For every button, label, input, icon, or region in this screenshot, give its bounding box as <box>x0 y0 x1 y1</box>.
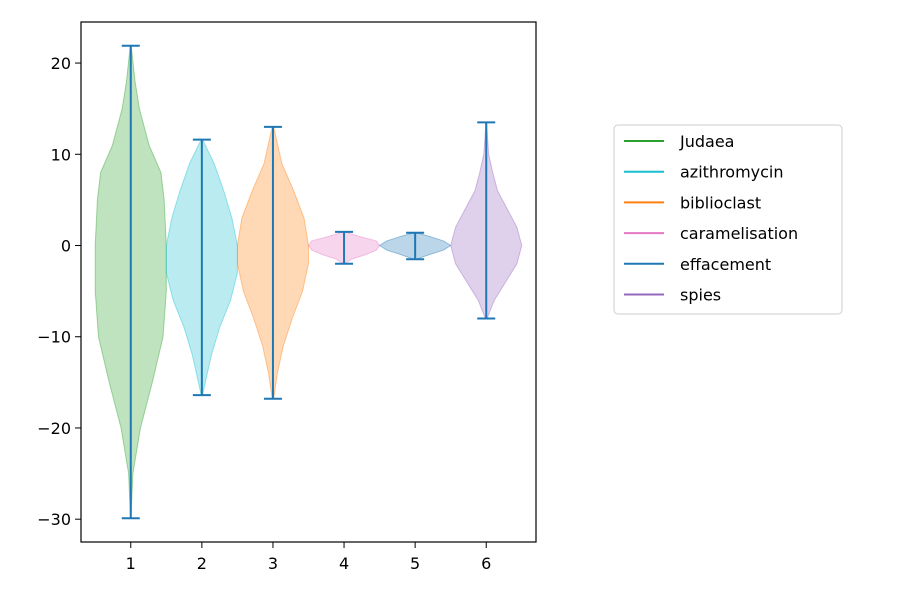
y-tick-label: 20 <box>51 54 71 73</box>
legend-label-4: caramelisation <box>680 224 798 243</box>
legend-label-6: spies <box>680 286 721 305</box>
legend-label-3: biblioclast <box>680 193 761 212</box>
y-tick-label: −10 <box>37 328 71 347</box>
x-tick-label: 1 <box>126 554 136 573</box>
legend-box <box>613 124 843 315</box>
legend: Judaea azithromycin biblioclast caramelisat… <box>613 124 843 315</box>
y-tick-label: 0 <box>61 237 71 256</box>
x-tick-label: 5 <box>410 554 420 573</box>
plot-frame <box>80 21 537 543</box>
extrema-bars-layer <box>121 44 496 520</box>
x-tick-label: 3 <box>268 554 278 573</box>
y-tick-label: −20 <box>37 419 71 438</box>
y-tick-label: −30 <box>37 510 71 529</box>
x-tick-label: 4 <box>339 554 349 573</box>
legend-label-1: Judaea <box>679 132 734 151</box>
x-tick-label: 2 <box>197 554 207 573</box>
x-tick-label: 6 <box>481 554 491 573</box>
legend-label-2: azithromycin <box>680 163 784 182</box>
legend-label-5: effacement <box>680 255 771 274</box>
y-axis: −30 −20 −10 0 10 20 <box>37 54 81 529</box>
y-tick-label: 10 <box>51 145 71 164</box>
x-axis: 1 2 3 4 5 6 <box>126 542 491 573</box>
